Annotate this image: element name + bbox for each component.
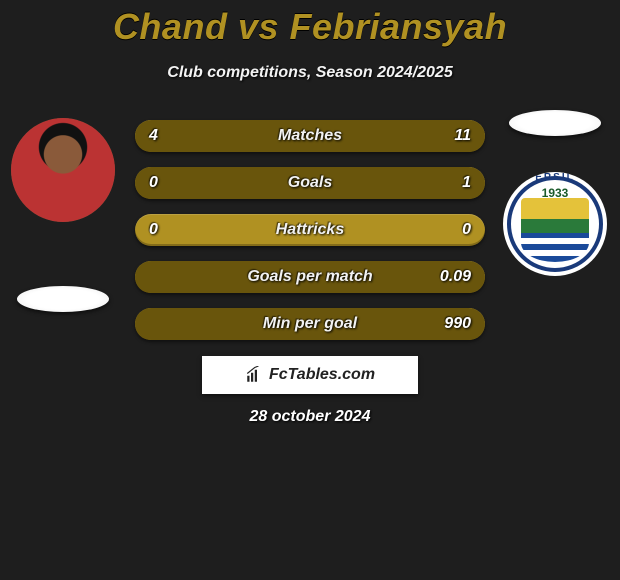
stat-name: Min per goal xyxy=(135,308,485,340)
club-crest-placeholder: ERSIL 1933 xyxy=(503,172,607,276)
left-nation-pill xyxy=(17,286,109,312)
stat-name: Goals per match xyxy=(135,261,485,293)
stat-name: Hattricks xyxy=(135,214,485,246)
player-photo-placeholder xyxy=(11,118,115,222)
right-club-crest: ERSIL 1933 xyxy=(503,172,607,276)
stat-bar: 01Goals xyxy=(135,167,485,199)
snapshot-date: 28 october 2024 xyxy=(0,408,620,426)
left-player-block xyxy=(8,118,118,312)
stat-name: Matches xyxy=(135,120,485,152)
page-title: Chand vs Febriansyah xyxy=(0,0,620,48)
right-player-block: ERSIL 1933 xyxy=(500,118,610,276)
right-nation-pill xyxy=(509,110,601,136)
stat-bar: 0.09Goals per match xyxy=(135,261,485,293)
stat-bar: 411Matches xyxy=(135,120,485,152)
crest-text: ERSIL xyxy=(503,172,607,183)
left-player-avatar xyxy=(11,118,115,222)
chart-icon xyxy=(245,366,263,384)
comparison-bars: 411Matches 01Goals 00Hattricks 0.09Goals pe… xyxy=(135,120,485,355)
stat-name: Goals xyxy=(135,167,485,199)
subtitle: Club competitions, Season 2024/2025 xyxy=(0,64,620,82)
stat-bar: 990Min per goal xyxy=(135,308,485,340)
fctables-watermark: FcTables.com xyxy=(202,356,418,394)
stat-bar: 00Hattricks xyxy=(135,214,485,246)
fctables-label: FcTables.com xyxy=(269,366,375,384)
